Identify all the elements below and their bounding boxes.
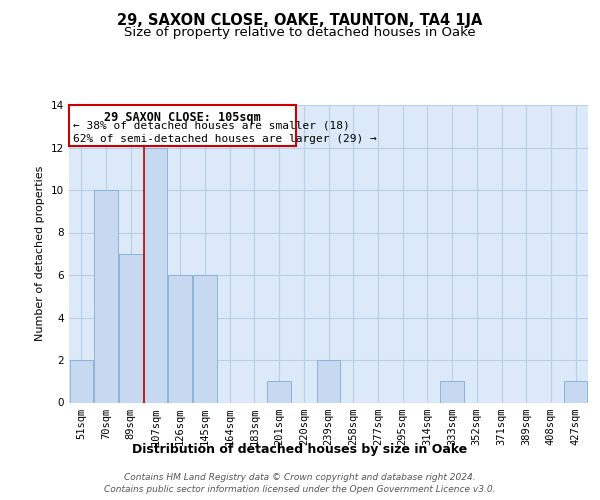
Bar bbox=[268, 381, 291, 402]
Text: Size of property relative to detached houses in Oake: Size of property relative to detached ho… bbox=[124, 26, 476, 39]
Text: 29, SAXON CLOSE, OAKE, TAUNTON, TA4 1JA: 29, SAXON CLOSE, OAKE, TAUNTON, TA4 1JA bbox=[118, 12, 482, 28]
Bar bbox=[440, 381, 464, 402]
Bar bbox=[119, 254, 143, 402]
Text: Distribution of detached houses by size in Oake: Distribution of detached houses by size … bbox=[133, 442, 467, 456]
Bar bbox=[564, 381, 587, 402]
Text: Contains HM Land Registry data © Crown copyright and database right 2024.: Contains HM Land Registry data © Crown c… bbox=[124, 472, 476, 482]
Bar bbox=[70, 360, 93, 403]
Text: 62% of semi-detached houses are larger (29) →: 62% of semi-detached houses are larger (… bbox=[73, 134, 376, 143]
Text: ← 38% of detached houses are smaller (18): ← 38% of detached houses are smaller (18… bbox=[73, 120, 349, 130]
Bar bbox=[193, 275, 217, 402]
Bar bbox=[317, 360, 340, 403]
Text: Contains public sector information licensed under the Open Government Licence v3: Contains public sector information licen… bbox=[104, 485, 496, 494]
Bar bbox=[169, 275, 192, 402]
Bar bbox=[69, 105, 296, 146]
Bar bbox=[94, 190, 118, 402]
Bar bbox=[144, 148, 167, 402]
Text: 29 SAXON CLOSE: 105sqm: 29 SAXON CLOSE: 105sqm bbox=[104, 111, 261, 124]
Y-axis label: Number of detached properties: Number of detached properties bbox=[35, 166, 46, 342]
